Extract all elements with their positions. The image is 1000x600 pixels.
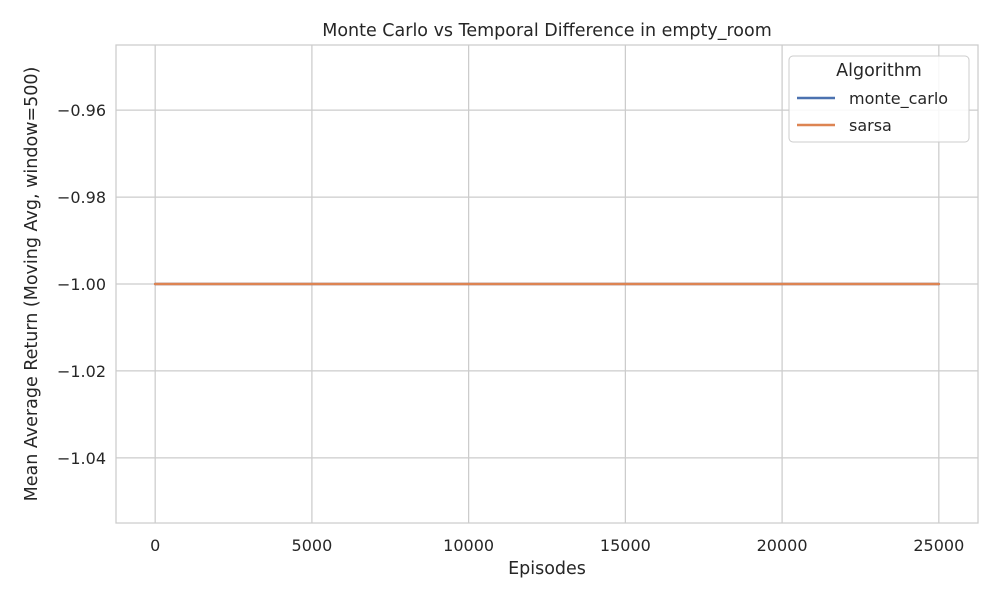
y-tick-label: −1.00 (57, 275, 106, 294)
legend-box (788, 55, 970, 143)
y-tick-label: −0.96 (57, 101, 106, 120)
x-axis-label: Episodes (508, 559, 586, 579)
y-axis-label: Mean Average Return (Moving Avg, window=… (22, 67, 42, 502)
y-tick-label: −1.04 (57, 449, 106, 468)
x-tick-label: 0 (150, 536, 160, 555)
plot-frame (115, 44, 979, 524)
legend: Algorithm monte_carlo sarsa (788, 55, 970, 143)
y-tick-labels: −1.04 −1.02 −1.00 −0.98 −0.96 (57, 101, 106, 468)
y-tick-label: −1.02 (57, 362, 106, 381)
y-tick-label: −0.98 (57, 188, 106, 207)
chart-title: Monte Carlo vs Temporal Difference in em… (322, 21, 772, 41)
x-tick-label: 15000 (600, 536, 651, 555)
x-tick-labels: 0 5000 10000 15000 20000 25000 (150, 536, 964, 555)
legend-label-sarsa: sarsa (849, 116, 892, 135)
x-tick-label: 5000 (292, 536, 333, 555)
legend-title: Algorithm (836, 61, 922, 81)
x-tick-label: 20000 (757, 536, 808, 555)
x-tick-label: 25000 (913, 536, 964, 555)
legend-label-monte-carlo: monte_carlo (849, 89, 948, 109)
x-tick-label: 10000 (443, 536, 494, 555)
